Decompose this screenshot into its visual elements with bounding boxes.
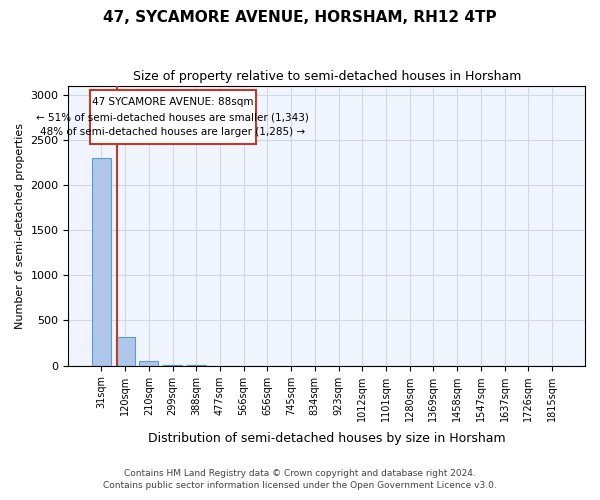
Bar: [92, 158, 111, 366]
Title: Size of property relative to semi-detached houses in Horsham: Size of property relative to semi-detach…: [133, 70, 521, 83]
Text: Contains HM Land Registry data © Crown copyright and database right 2024.
Contai: Contains HM Land Registry data © Crown c…: [103, 468, 497, 490]
Text: 47, SYCAMORE AVENUE, HORSHAM, RH12 4TP: 47, SYCAMORE AVENUE, HORSHAM, RH12 4TP: [103, 10, 497, 25]
Y-axis label: Number of semi-detached properties: Number of semi-detached properties: [15, 122, 25, 328]
Bar: [116, 337, 134, 366]
X-axis label: Distribution of semi-detached houses by size in Horsham: Distribution of semi-detached houses by …: [148, 432, 506, 445]
Bar: [139, 361, 158, 366]
FancyBboxPatch shape: [89, 90, 256, 144]
Text: 47 SYCAMORE AVENUE: 88sqm
← 51% of semi-detached houses are smaller (1,343)
48% : 47 SYCAMORE AVENUE: 88sqm ← 51% of semi-…: [36, 98, 309, 137]
